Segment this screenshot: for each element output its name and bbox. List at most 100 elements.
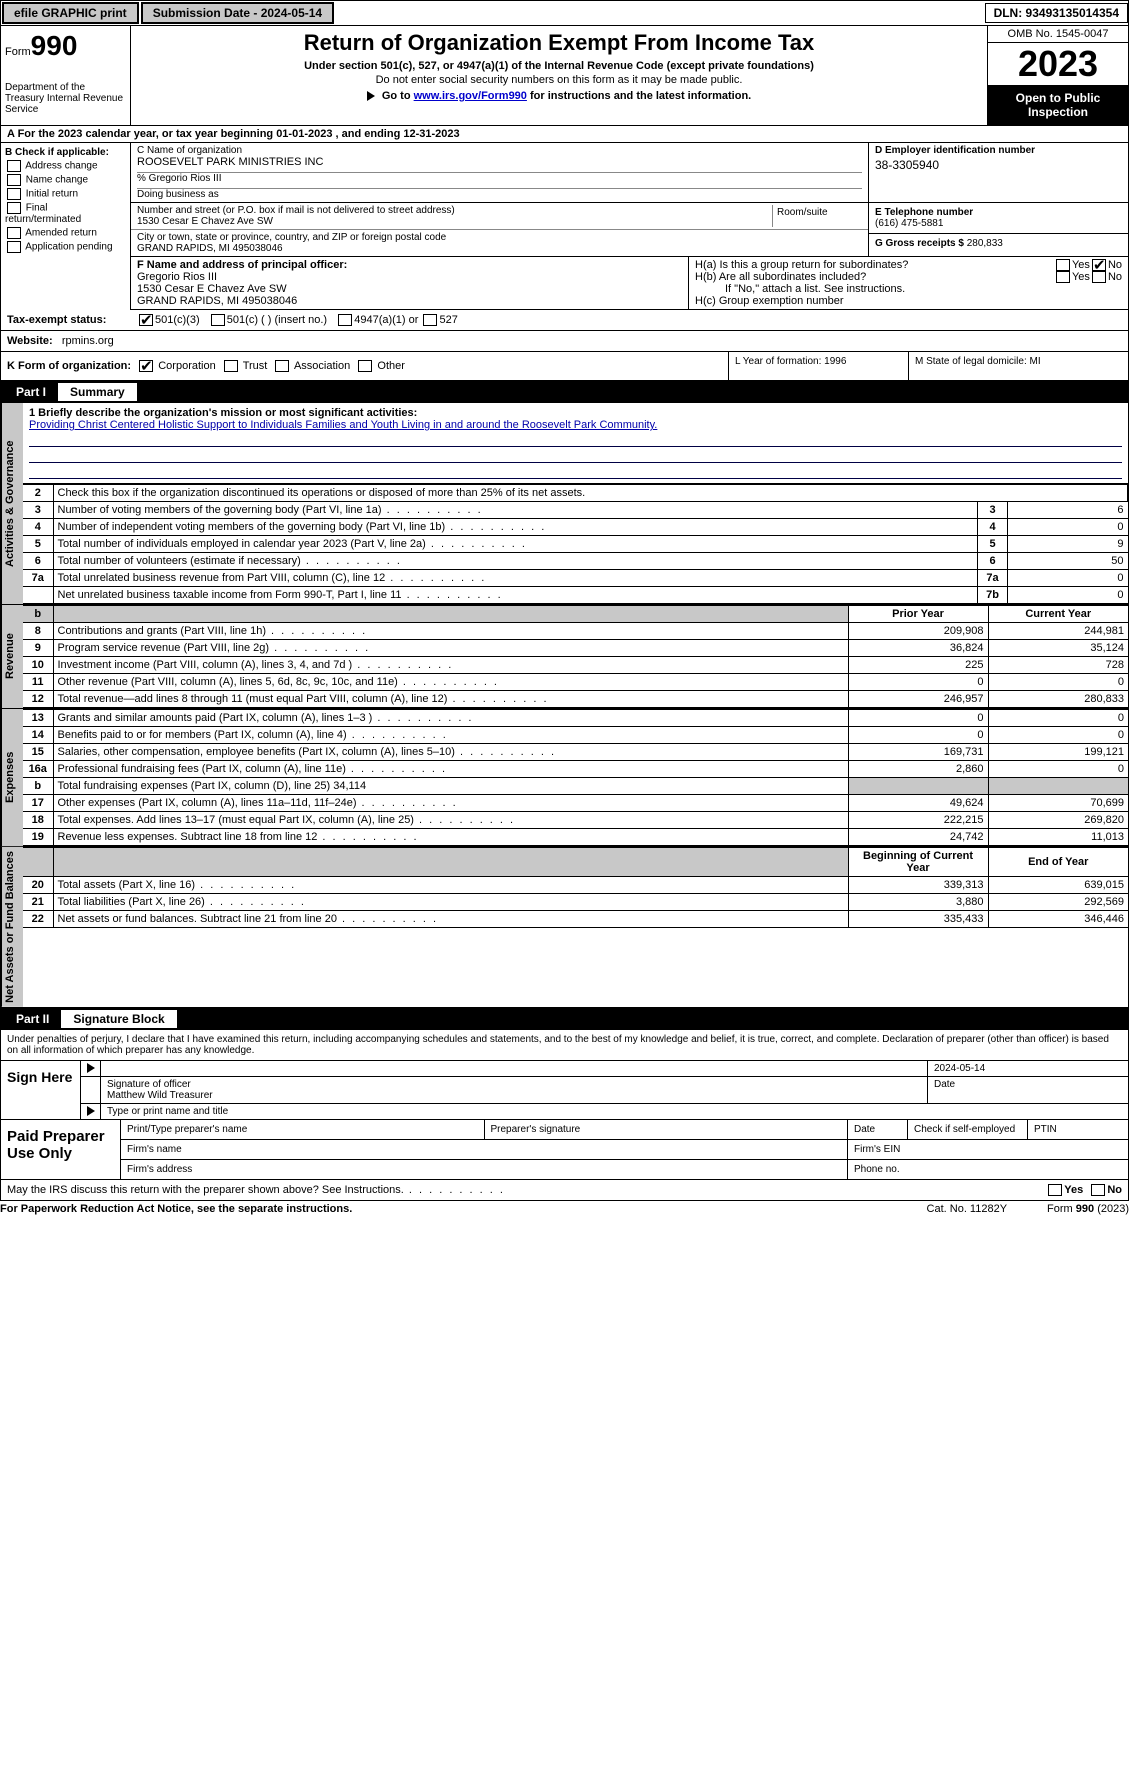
officer: Matthew Wild Treasurer (107, 1090, 921, 1101)
form-number: 990 (31, 30, 78, 61)
org-name: ROOSEVELT PARK MINISTRIES INC (137, 156, 862, 168)
sign-here-label: Sign Here (1, 1061, 81, 1119)
signature-intro: Under penalties of perjury, I declare th… (0, 1030, 1129, 1061)
hb-no[interactable] (1092, 271, 1106, 283)
section-netassets: Net Assets or Fund Balances Beginning of… (0, 847, 1129, 1008)
arrow-icon (87, 1063, 95, 1073)
na-table: Beginning of Current Year End of Year 20… (23, 847, 1128, 928)
ha-yes[interactable] (1056, 259, 1070, 271)
mission-block: 1 Briefly describe the organization's mi… (23, 403, 1128, 484)
chk-trust[interactable] (224, 360, 238, 372)
table-row: 18Total expenses. Add lines 13–17 (must … (23, 812, 1128, 829)
street: 1530 Cesar E Chavez Ave SW (137, 216, 772, 227)
top-bar: efile GRAPHIC print Submission Date - 20… (0, 0, 1129, 26)
k-cell: K Form of organization: Corporation Trus… (1, 352, 728, 380)
addr-left: Number and street (or P.O. box if mail i… (131, 203, 868, 256)
table-row: 21Total liabilities (Part X, line 26)3,8… (23, 894, 1128, 911)
irs-no[interactable] (1091, 1184, 1105, 1196)
header-center: Return of Organization Exempt From Incom… (131, 26, 988, 125)
vtab-governance: Activities & Governance (1, 403, 23, 604)
e-label: E Telephone number (875, 207, 1122, 218)
irs-discuss-row: May the IRS discuss this return with the… (0, 1180, 1129, 1201)
row-a: A For the 2023 calendar year, or tax yea… (0, 126, 1129, 143)
l-cell: L Year of formation: 1996 (728, 352, 908, 380)
mission-q: 1 Briefly describe the organization's mi… (29, 407, 1122, 419)
d-label: D Employer identification number (875, 145, 1122, 156)
vtab-expenses: Expenses (1, 709, 23, 846)
efile-button[interactable]: efile GRAPHIC print (2, 2, 139, 24)
subtitle-3: Go to www.irs.gov/Form990 for instructio… (135, 90, 983, 102)
chk-assoc[interactable] (275, 360, 289, 372)
table-row: bTotal fundraising expenses (Part IX, co… (23, 778, 1128, 795)
paperwork-notice: For Paperwork Reduction Act Notice, see … (0, 1203, 887, 1215)
arrow-icon (87, 1106, 95, 1116)
klm-row: K Form of organization: Corporation Trus… (0, 352, 1129, 381)
sig-date: 2024-05-14 (928, 1061, 1128, 1076)
tax-web-block: Tax-exempt status: 501(c)(3) 501(c) ( ) … (0, 310, 1129, 352)
gross-receipts: 280,833 (967, 238, 1003, 249)
table-row: 3Number of voting members of the governi… (23, 502, 1128, 519)
firm-ein: Firm's EIN (848, 1140, 1128, 1159)
chk-501c[interactable] (211, 314, 225, 326)
pp-ptin: PTIN (1028, 1120, 1128, 1139)
name-label: Type or print name and title (101, 1104, 1128, 1119)
j-label: Website: (7, 335, 53, 347)
table-row: 20Total assets (Part X, line 16)339,3136… (23, 877, 1128, 894)
eoy-hdr: End of Year (988, 848, 1128, 877)
chk-501c3[interactable] (139, 314, 153, 326)
subtitle-2: Do not enter social security numbers on … (135, 74, 983, 86)
chk-corp[interactable] (139, 360, 153, 372)
f-label: F Name and address of principal officer: (137, 259, 682, 271)
addr-right: E Telephone number (616) 475-5881 G Gros… (868, 203, 1128, 256)
table-row: 5Total number of individuals employed in… (23, 536, 1128, 553)
sig-label: Signature of officer (107, 1079, 921, 1090)
pp-date: Date (848, 1120, 908, 1139)
chk-final: Final return/terminated (5, 202, 126, 225)
chk-pending: Application pending (5, 241, 126, 253)
footer: For Paperwork Reduction Act Notice, see … (0, 1201, 1129, 1217)
ha-no[interactable] (1092, 259, 1106, 271)
name-row: C Name of organization ROOSEVELT PARK MI… (131, 143, 1128, 203)
section-expenses: Expenses 13Grants and similar amounts pa… (0, 709, 1129, 847)
chk-4947[interactable] (338, 314, 352, 326)
chk-527[interactable] (423, 314, 437, 326)
cat-no: Cat. No. 11282Y (927, 1203, 1008, 1215)
firm-addr: Firm's address (121, 1160, 848, 1179)
section-revenue: Revenue b Prior Year Current Year 8Contr… (0, 605, 1129, 709)
table-row: 7aTotal unrelated business revenue from … (23, 570, 1128, 587)
chk-initial: Initial return (5, 188, 126, 200)
hc-label: H(c) Group exemption number (695, 295, 1122, 307)
entity-block: B Check if applicable: Address change Na… (0, 143, 1129, 310)
sign-here-block: Sign Here 2024-05-14 Signature of office… (0, 1061, 1129, 1120)
irs-yes[interactable] (1048, 1184, 1062, 1196)
i-label: Tax-exempt status: (7, 314, 137, 326)
care-of: % Gregorio Rios III (137, 173, 862, 184)
col-cde: C Name of organization ROOSEVELT PARK MI… (131, 143, 1128, 310)
chk-other[interactable] (358, 360, 372, 372)
officer-addr2: GRAND RAPIDS, MI 495038046 (137, 295, 682, 307)
c-label: C Name of organization (137, 145, 862, 156)
dln-label: DLN: 93493135014354 (985, 3, 1128, 23)
irs-link[interactable]: www.irs.gov/Form990 (414, 90, 527, 102)
hb-label: H(b) Are all subordinates included? (695, 271, 1054, 283)
date-label: Date (928, 1077, 1128, 1103)
table-row: 22Net assets or fund balances. Subtract … (23, 911, 1128, 928)
exp-table: 13Grants and similar amounts paid (Part … (23, 709, 1128, 846)
irs-q: May the IRS discuss this return with the… (7, 1184, 1046, 1196)
hb-note: If "No," attach a list. See instructions… (695, 283, 1122, 295)
part1-header: Part I Summary (0, 381, 1129, 403)
addr-row: Number and street (or P.O. box if mail i… (131, 203, 1128, 257)
table-row: 16aProfessional fundraising fees (Part I… (23, 761, 1128, 778)
web-row: Website: rpmins.org (1, 331, 1128, 351)
table-row: 9Program service revenue (Part VIII, lin… (23, 640, 1128, 657)
na-header-row: Beginning of Current Year End of Year (23, 848, 1128, 877)
submission-date: Submission Date - 2024-05-14 (141, 2, 334, 24)
section-governance: Activities & Governance 1 Briefly descri… (0, 403, 1129, 605)
street-label: Number and street (or P.O. box if mail i… (137, 205, 772, 216)
room-label: Room/suite (772, 205, 862, 227)
arrow-icon (367, 91, 375, 101)
part2-num: Part II (8, 1010, 57, 1028)
form-word: Form (5, 46, 31, 58)
hb-yes[interactable] (1056, 271, 1070, 283)
open-public: Open to Public Inspection (988, 85, 1128, 125)
